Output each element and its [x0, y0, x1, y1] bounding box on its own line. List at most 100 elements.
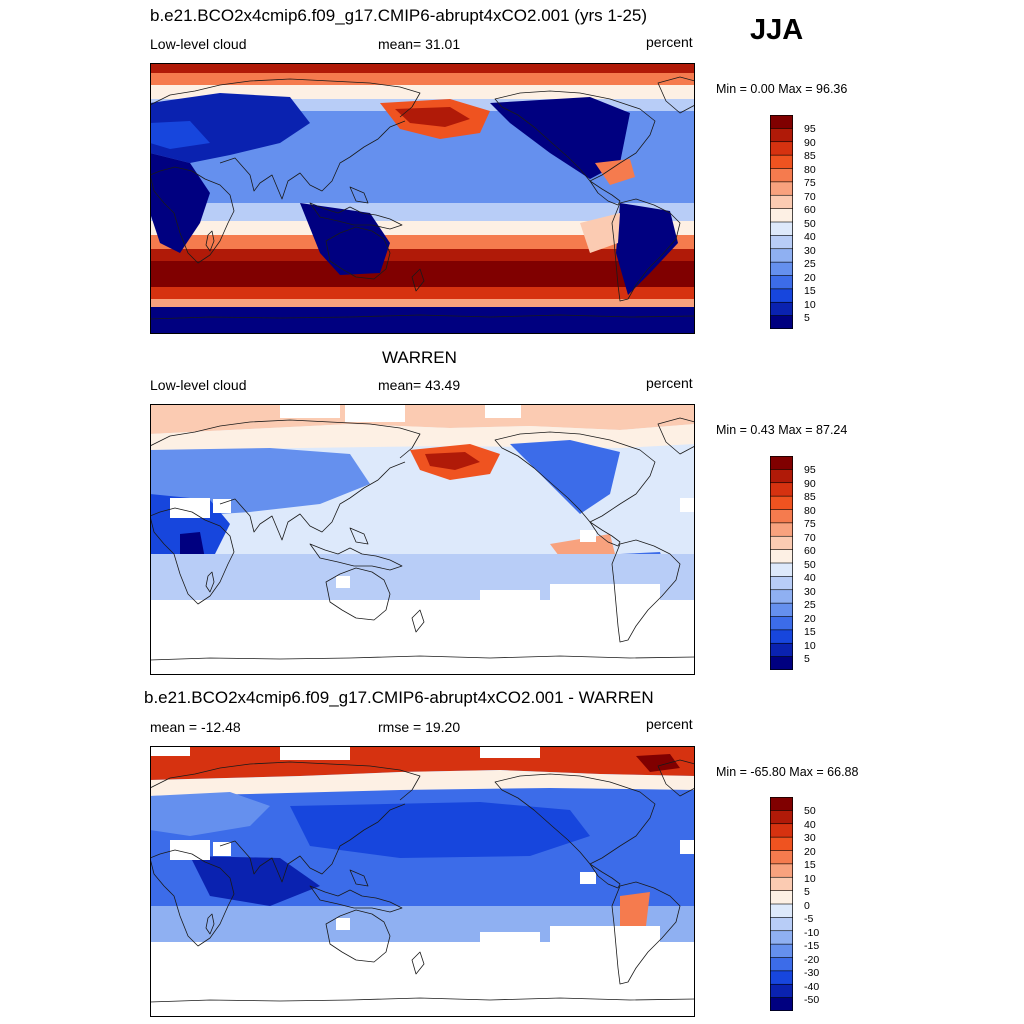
panel1-title: b.e21.BCO2x4cmip6.f09_g17.CMIP6-abrupt4x… — [150, 6, 648, 25]
colorbar-box — [770, 642, 793, 658]
colorbar-box — [770, 208, 793, 223]
colorbar-box — [770, 629, 793, 644]
coastline — [411, 951, 425, 975]
coastline — [349, 869, 369, 887]
panel3-minmax: Min = -65.80 Max = 66.88 — [716, 765, 859, 779]
panel2-colorbar-tick: 60 — [804, 545, 816, 557]
colorbar-box — [770, 456, 793, 470]
panel3-colorbar-tick: -20 — [804, 953, 820, 966]
coastline — [150, 761, 421, 801]
panel1-colorbar-tick: 80 — [804, 163, 816, 176]
coastline — [205, 913, 215, 935]
colorbar-box — [770, 589, 793, 604]
panel2-map — [150, 404, 695, 675]
coastline — [349, 186, 369, 204]
colorbar-box — [770, 522, 793, 537]
coastline — [611, 539, 681, 643]
panel1-colorbar-tick: 60 — [804, 204, 816, 216]
colorbar-box — [770, 194, 793, 210]
colorbar-box — [770, 943, 793, 959]
colorbar-box — [770, 997, 793, 1011]
panel2-colorbar-tick: 10 — [804, 639, 816, 652]
coastline — [150, 166, 235, 264]
colorbar-box — [770, 890, 793, 905]
panel1-colorbar-tick: 70 — [804, 190, 816, 203]
panel2-colorbar-tick: 25 — [804, 599, 816, 611]
panel2-colorbar-tick: 95 — [804, 464, 816, 476]
panel2-colorbar-tick: 90 — [804, 477, 816, 490]
panel2-colorbar — [770, 456, 793, 670]
coastline — [325, 909, 391, 963]
contour-fill — [395, 107, 470, 127]
coastline — [205, 571, 215, 593]
contour-fill — [300, 203, 390, 275]
colorbar-box — [770, 482, 793, 497]
panel2-title: WARREN — [382, 348, 457, 367]
colorbar-box — [770, 535, 793, 551]
panel3-colorbar-tick: -30 — [804, 967, 820, 979]
panel2-mean-label: mean= 43.49 — [378, 377, 461, 393]
colorbar-box — [770, 248, 793, 263]
coastline — [150, 655, 695, 661]
panel2-minmax: Min = 0.43 Max = 87.24 — [716, 423, 848, 437]
coastline — [309, 202, 403, 230]
contour-fill — [580, 213, 620, 253]
colorbar-box — [770, 930, 793, 945]
panel1-colorbar-tick: 15 — [804, 285, 816, 297]
colorbar-box — [770, 576, 793, 591]
colorbar-box — [770, 181, 793, 196]
panel3-title: b.e21.BCO2x4cmip6.f09_g17.CMIP6-abrupt4x… — [144, 688, 654, 707]
contour-fill — [636, 754, 680, 772]
colorbar-box — [770, 115, 793, 129]
colorbar-box — [770, 903, 793, 918]
coastline — [657, 76, 695, 114]
panel1-colorbar-tick: 20 — [804, 271, 816, 284]
colorbar-box — [770, 235, 793, 250]
colorbar-box — [770, 797, 793, 811]
panel3-colorbar-tick: -5 — [804, 913, 814, 925]
panel3-colorbar-tick: -10 — [804, 926, 820, 939]
panel1-colorbar — [770, 115, 793, 329]
colorbar-box — [770, 469, 793, 484]
coastline — [589, 180, 621, 206]
coastline — [411, 609, 425, 633]
coastline — [219, 120, 406, 200]
panel1-colorbar-tick: 5 — [804, 312, 810, 324]
colorbar-box — [770, 810, 793, 825]
colorbar-box — [770, 315, 793, 329]
coastline — [494, 773, 656, 865]
panel3-colorbar-tick: 20 — [804, 845, 816, 858]
panel3-mean-label: mean = -12.48 — [150, 719, 241, 735]
coastline — [150, 849, 235, 947]
colorbar-box — [770, 957, 793, 972]
panel2-colorbar-tick: 20 — [804, 612, 816, 625]
contour-fill — [190, 856, 320, 906]
panel3-rmse-label: rmse = 19.20 — [378, 719, 461, 735]
colorbar-box — [770, 863, 793, 878]
contour-fill — [595, 159, 635, 185]
colorbar-box — [770, 549, 793, 564]
coastline — [219, 461, 406, 541]
contour-fill — [150, 153, 210, 253]
colorbar-box — [770, 495, 793, 511]
coastline — [150, 507, 235, 605]
coastline — [611, 881, 681, 985]
panel3-colorbar — [770, 797, 793, 1011]
colorbar-box — [770, 128, 793, 143]
panel2-left-label: Low-level cloud — [150, 377, 247, 393]
coastline — [205, 230, 215, 252]
panel3-colorbar-tick: 50 — [804, 805, 816, 817]
coastline — [309, 543, 403, 571]
panel2-colorbar-tick: 40 — [804, 572, 816, 584]
coastline — [494, 431, 656, 523]
panel1-colorbar-tick: 25 — [804, 258, 816, 270]
panel1-colorbar-tick: 85 — [804, 150, 816, 162]
colorbar-box — [770, 656, 793, 670]
contour-fill — [150, 121, 210, 149]
panel2-units-label: percent — [646, 375, 693, 391]
colorbar-box — [770, 616, 793, 631]
colorbar-box — [770, 261, 793, 277]
panel1-left-label: Low-level cloud — [150, 36, 247, 52]
panel2-colorbar-tick: 5 — [804, 653, 810, 665]
colorbar-box — [770, 970, 793, 985]
